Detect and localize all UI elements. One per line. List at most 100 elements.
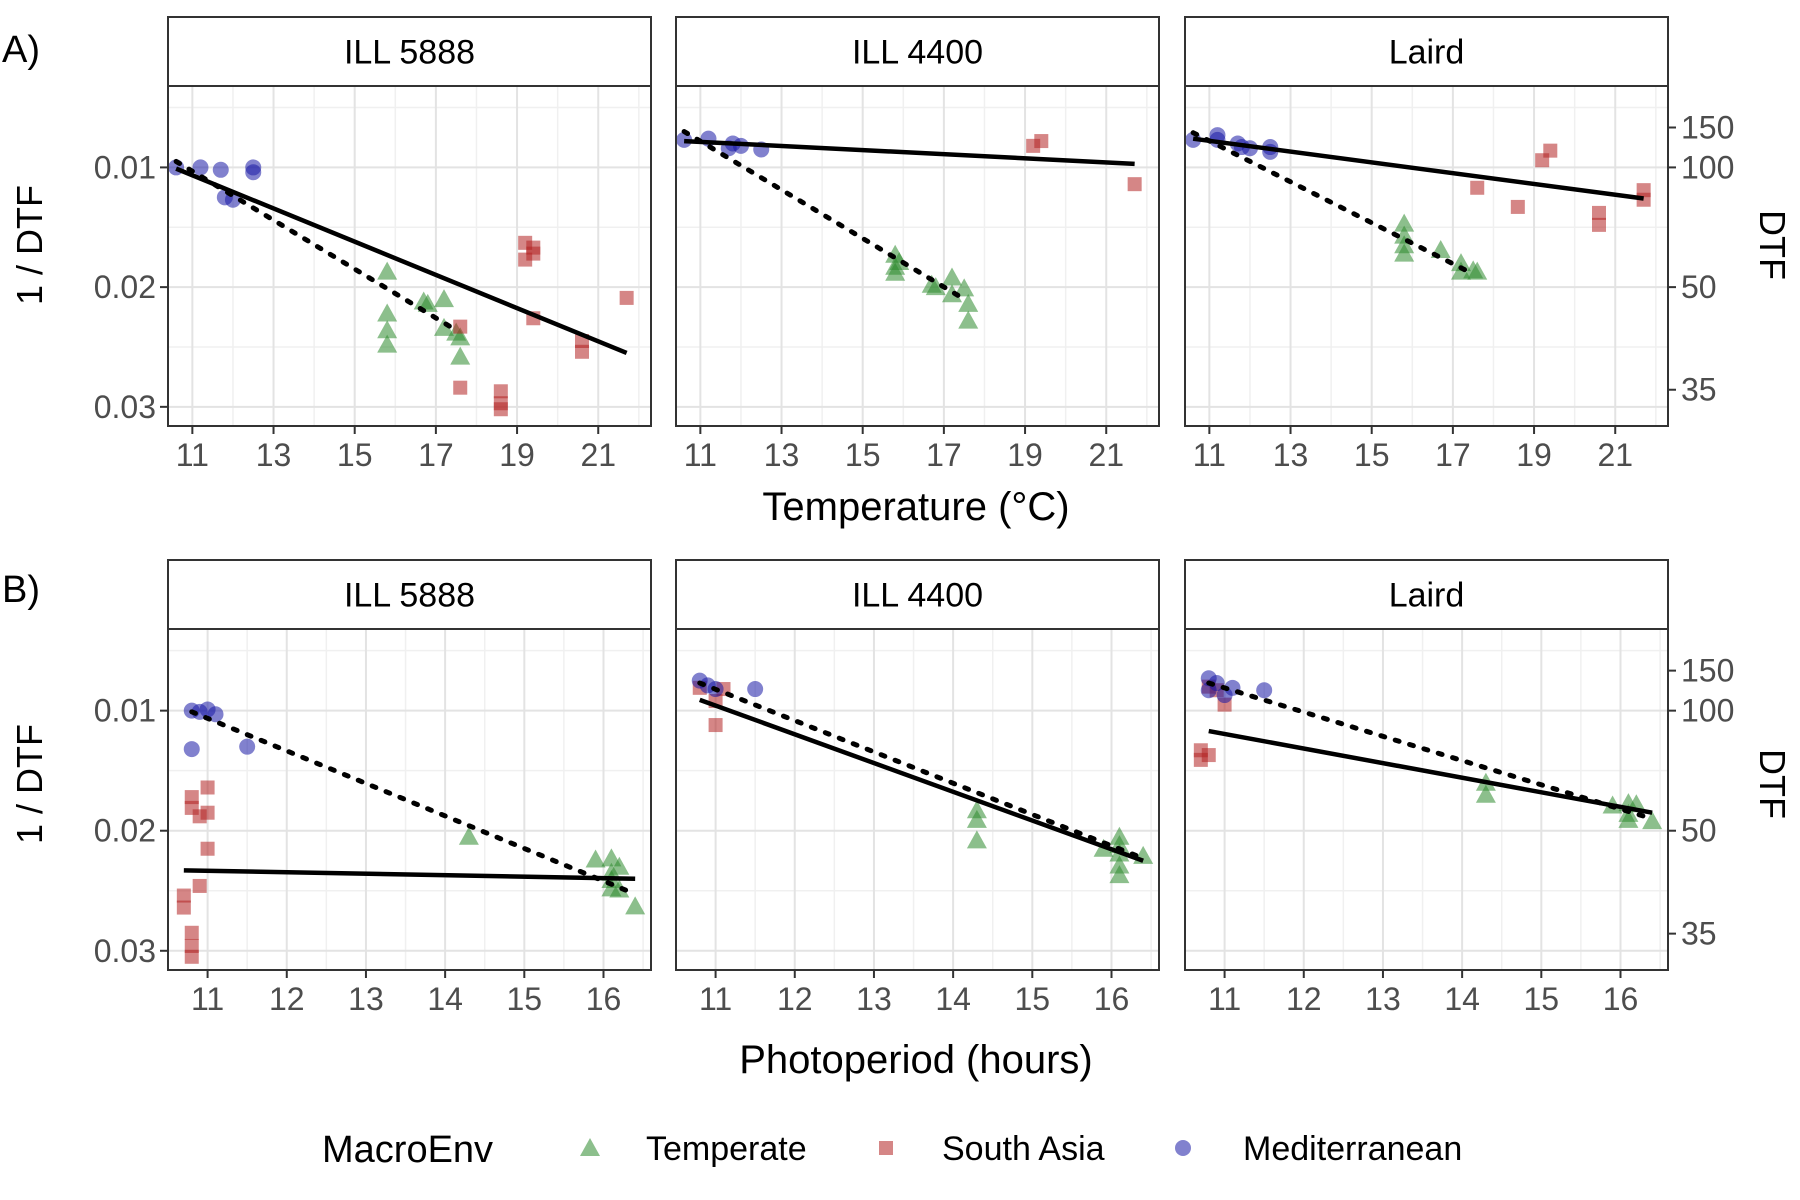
point-temperate bbox=[377, 261, 398, 280]
x-tick-label: 13 bbox=[856, 981, 892, 1017]
legend: MacroEnv Temperate South Asia Mediterran… bbox=[322, 1129, 1462, 1171]
point-temperate bbox=[450, 346, 471, 365]
point-temperate bbox=[966, 800, 987, 819]
point-temperate bbox=[450, 327, 471, 346]
fit-line-solid bbox=[175, 166, 628, 356]
x-tick-label: 11 bbox=[191, 981, 224, 1017]
x-tick-label: 19 bbox=[499, 437, 535, 473]
point-temperate bbox=[1109, 855, 1130, 874]
point-south-asia bbox=[184, 790, 199, 805]
x-tick-label: 11 bbox=[684, 437, 717, 473]
point-south-asia bbox=[200, 780, 215, 795]
x-tick-label: 13 bbox=[348, 981, 384, 1017]
facet-strip bbox=[167, 16, 652, 87]
point-temperate bbox=[1618, 809, 1639, 828]
x-tick-label: 21 bbox=[580, 437, 616, 473]
x-tick-label: 19 bbox=[1007, 437, 1043, 473]
point-temperate bbox=[954, 278, 975, 297]
x-tick-label: 16 bbox=[586, 981, 622, 1017]
facet-strip bbox=[675, 16, 1160, 87]
point-south-asia bbox=[1592, 205, 1606, 220]
x-tick-label: 15 bbox=[507, 981, 543, 1017]
x-axis-title-a: Temperature (°C) bbox=[762, 485, 1069, 529]
y-tick-label-right: 35 bbox=[1681, 916, 1717, 952]
point-south-asia bbox=[493, 402, 508, 417]
point-temperate bbox=[1475, 784, 1496, 803]
legend-label-temperate: Temperate bbox=[646, 1130, 807, 1168]
facet-strip-label: ILL 5888 bbox=[344, 34, 475, 72]
facet-b-ill-4400: ILL 4400 11 12 13 14 15 16 bbox=[675, 559, 1160, 1017]
point-south-asia bbox=[184, 938, 199, 953]
y-tick-label-left: 0.03 bbox=[94, 933, 156, 969]
point-temperate bbox=[966, 830, 987, 849]
facet-strip-label: Laird bbox=[1389, 34, 1465, 72]
point-mediterranean bbox=[245, 164, 262, 181]
y-axis-title-right-b: DTF bbox=[1752, 749, 1793, 819]
x-tick-label: 11 bbox=[1208, 981, 1241, 1017]
point-south-asia bbox=[1034, 134, 1049, 149]
x-tick-label: 15 bbox=[1354, 437, 1390, 473]
point-south-asia bbox=[200, 841, 215, 856]
point-south-asia bbox=[453, 380, 468, 395]
point-south-asia bbox=[619, 290, 634, 305]
x-tick-label: 14 bbox=[1444, 981, 1480, 1017]
plot-area bbox=[676, 629, 1159, 970]
point-south-asia bbox=[184, 925, 199, 940]
point-temperate bbox=[625, 896, 646, 915]
x-tick-label: 11 bbox=[699, 981, 732, 1017]
point-south-asia bbox=[1592, 217, 1606, 232]
point-south-asia bbox=[1470, 180, 1485, 195]
point-temperate bbox=[434, 317, 454, 336]
y-axis-title-left-a: 1 / DTF bbox=[9, 185, 50, 305]
x-tick-label: 12 bbox=[777, 981, 813, 1017]
x-tick-label: 17 bbox=[1435, 437, 1471, 473]
panel-border bbox=[1184, 628, 1669, 971]
point-temperate bbox=[942, 267, 962, 286]
point-temperate bbox=[434, 289, 454, 308]
point-south-asia bbox=[526, 246, 541, 261]
x-tick-label: 15 bbox=[1015, 981, 1051, 1017]
x-tick-label: 17 bbox=[418, 437, 454, 473]
point-south-asia bbox=[176, 888, 191, 903]
point-south-asia bbox=[184, 949, 199, 964]
facet-strip-label: ILL 5888 bbox=[344, 577, 475, 615]
facet-b-ill-5888: ILL 5888 11 12 13 14 15 16 0.01 0.02 0.03 bbox=[94, 559, 652, 1017]
x-tick-label: 21 bbox=[1088, 437, 1124, 473]
point-south-asia bbox=[575, 344, 589, 359]
x-tick-label: 13 bbox=[1273, 437, 1309, 473]
panel-label-b: B) bbox=[2, 569, 40, 611]
point-south-asia bbox=[708, 718, 723, 733]
point-temperate bbox=[609, 879, 630, 898]
point-temperate bbox=[601, 848, 622, 867]
legend-label-south-asia: South Asia bbox=[942, 1130, 1105, 1168]
facet-strip bbox=[1184, 16, 1669, 87]
fit-line-dotted bbox=[1206, 680, 1655, 822]
x-tick-label: 15 bbox=[1524, 981, 1560, 1017]
panel-border bbox=[675, 628, 1160, 971]
fit-line-solid bbox=[698, 697, 1144, 863]
facet-strip-label: Laird bbox=[1389, 577, 1465, 615]
facet-strip-label: ILL 4400 bbox=[852, 577, 983, 615]
x-tick-label: 11 bbox=[176, 437, 209, 473]
x-tick-label: 19 bbox=[1516, 437, 1552, 473]
point-temperate bbox=[958, 310, 979, 329]
point-south-asia bbox=[1201, 748, 1216, 763]
facet-b-laird: Laird 11 12 13 14 15 16 150 100 50 35 bbox=[1184, 559, 1734, 1017]
y-tick-label-right: 35 bbox=[1681, 372, 1717, 408]
panel-border bbox=[675, 85, 1160, 427]
point-temperate bbox=[1642, 811, 1663, 830]
fit-line-solid bbox=[1208, 728, 1653, 815]
legend-title: MacroEnv bbox=[322, 1129, 493, 1171]
panel-border bbox=[167, 85, 652, 427]
y-tick-label-left: 0.01 bbox=[94, 693, 156, 729]
fit-line-solid bbox=[684, 138, 1135, 167]
x-tick-label: 16 bbox=[1603, 981, 1639, 1017]
point-south-asia bbox=[1510, 199, 1525, 214]
y-axis-title-left-b: 1 / DTF bbox=[9, 724, 50, 844]
fit-line-solid bbox=[1192, 136, 1644, 201]
point-temperate bbox=[1109, 865, 1130, 884]
point-mediterranean bbox=[1256, 682, 1273, 699]
point-south-asia bbox=[176, 900, 191, 915]
